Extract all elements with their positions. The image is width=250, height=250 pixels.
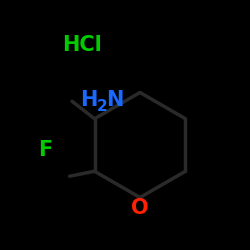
Text: F: F bbox=[38, 140, 52, 160]
Text: N: N bbox=[106, 90, 124, 110]
Text: HCl: HCl bbox=[62, 35, 102, 55]
Text: H: H bbox=[80, 90, 98, 110]
Text: 2: 2 bbox=[96, 99, 107, 114]
Text: O: O bbox=[131, 198, 149, 218]
